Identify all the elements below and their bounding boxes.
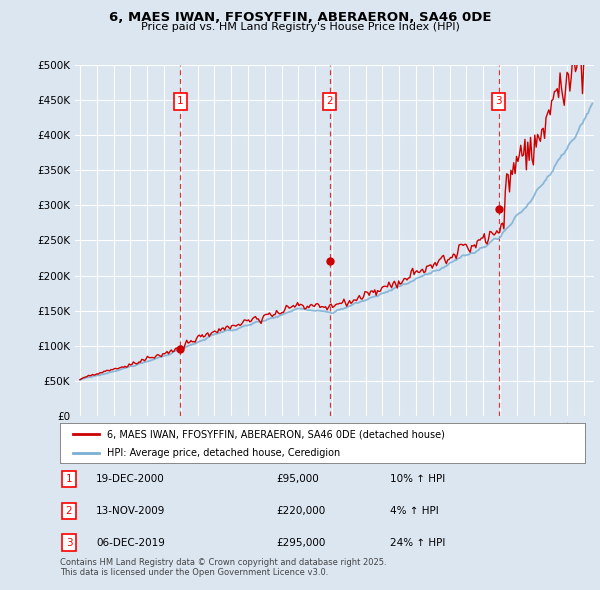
Text: 24% ↑ HPI: 24% ↑ HPI [390,538,445,548]
Text: 3: 3 [496,96,502,106]
Text: 2: 2 [326,96,333,106]
Text: Price paid vs. HM Land Registry's House Price Index (HPI): Price paid vs. HM Land Registry's House … [140,22,460,32]
Text: 1: 1 [65,474,73,484]
Text: 3: 3 [65,538,73,548]
Text: 13-NOV-2009: 13-NOV-2009 [96,506,166,516]
Text: HPI: Average price, detached house, Ceredigion: HPI: Average price, detached house, Cere… [107,448,341,458]
Text: £295,000: £295,000 [276,538,325,548]
Text: £220,000: £220,000 [276,506,325,516]
Text: 4% ↑ HPI: 4% ↑ HPI [390,506,439,516]
Text: 6, MAES IWAN, FFOSYFFIN, ABERAERON, SA46 0DE: 6, MAES IWAN, FFOSYFFIN, ABERAERON, SA46… [109,11,491,24]
Text: 1: 1 [177,96,184,106]
Text: 06-DEC-2019: 06-DEC-2019 [96,538,165,548]
Text: 2: 2 [65,506,73,516]
Text: Contains HM Land Registry data © Crown copyright and database right 2025.
This d: Contains HM Land Registry data © Crown c… [60,558,386,577]
Text: 6, MAES IWAN, FFOSYFFIN, ABERAERON, SA46 0DE (detached house): 6, MAES IWAN, FFOSYFFIN, ABERAERON, SA46… [107,430,445,440]
Text: 19-DEC-2000: 19-DEC-2000 [96,474,165,484]
Text: £95,000: £95,000 [276,474,319,484]
Text: 10% ↑ HPI: 10% ↑ HPI [390,474,445,484]
